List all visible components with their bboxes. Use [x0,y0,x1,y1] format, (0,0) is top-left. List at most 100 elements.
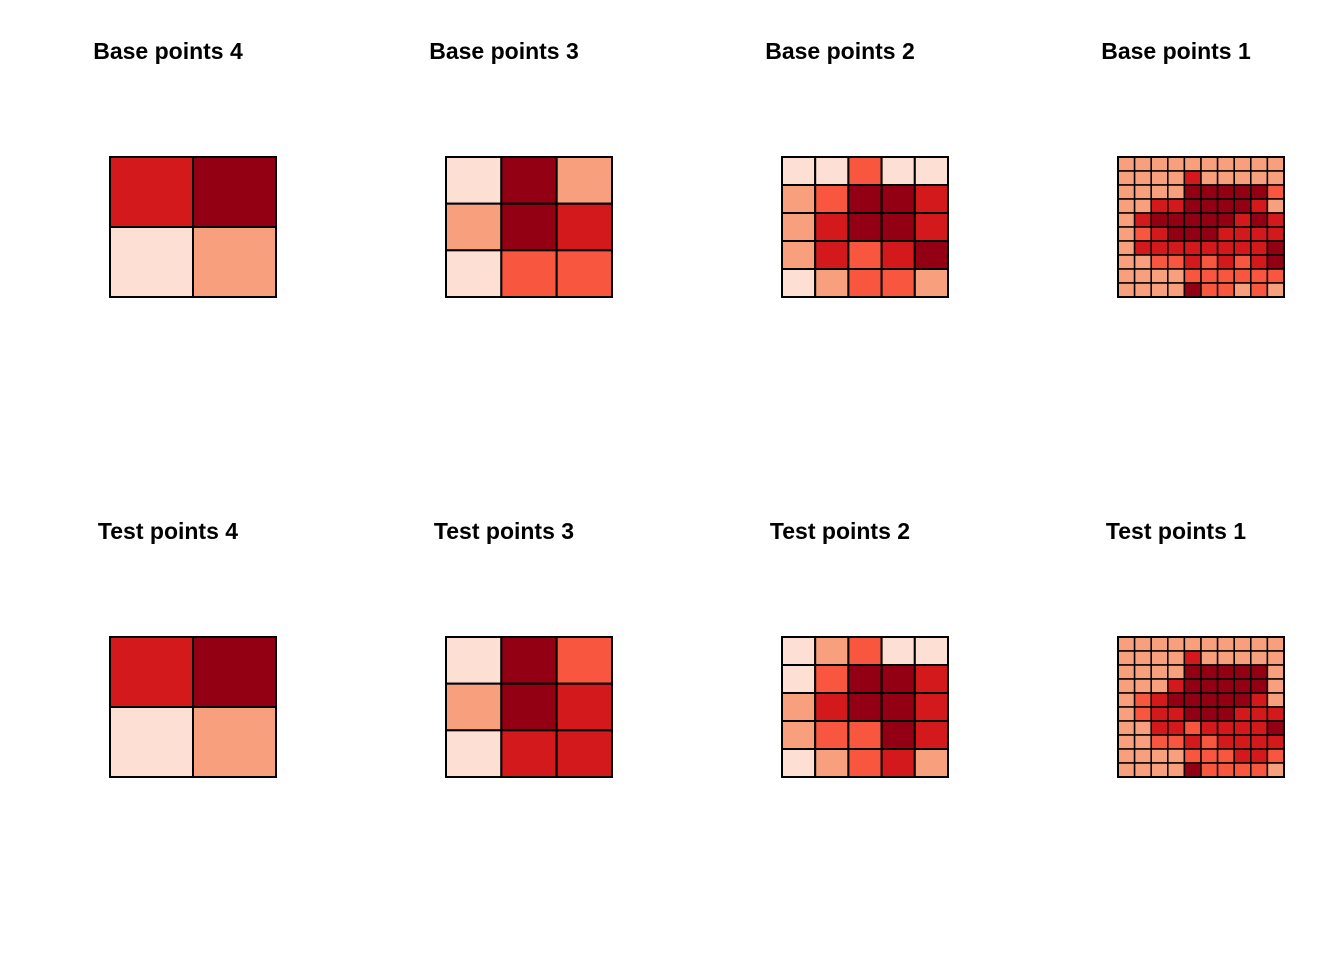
heatmap-cell [1117,198,1136,214]
heatmap-cell [847,240,883,270]
heatmap-cell [1250,664,1269,680]
heatmap-cell [1250,226,1269,242]
heatmap-cell [1150,706,1169,722]
heatmap-cell [1133,212,1152,228]
heatmap-cell [781,748,817,778]
heatmap-cell [109,226,194,298]
panel-title: Test points 2 [769,518,911,544]
heatmap-cell [1133,268,1152,284]
heatmap-cell [781,692,817,722]
heatmap-cell [847,184,883,214]
heatmap-cell [1200,240,1219,256]
heatmap-cell [1183,678,1202,694]
heatmap-cell [847,212,883,242]
heatmap-cell [1266,762,1285,778]
heatmap-cell [1266,184,1285,200]
heatmap-cell [1250,762,1269,778]
heatmap-cell [109,636,194,708]
heatmap-cell [1200,678,1219,694]
heatmap-cell [1233,240,1252,256]
heatmap-cell [1133,650,1152,666]
heatmap-cell [880,748,916,778]
heatmap-grid [445,636,614,778]
heatmap-cell [555,156,614,205]
heatmap-cell [913,692,950,722]
heatmap-cell [1183,254,1202,270]
heatmap-cell [1266,156,1285,172]
heatmap-cell [1250,156,1269,172]
heatmap-cell [1150,734,1169,750]
heatmap-cell [1167,720,1186,736]
heatmap-grid [1117,636,1285,778]
heatmap-cell [1117,226,1136,242]
heatmap-cell [1266,198,1285,214]
heatmap-cell [1216,720,1235,736]
heatmap-cell [1200,650,1219,666]
heatmap-cell [1250,212,1269,228]
heatmap-cell [1250,748,1269,764]
heatmap-cell [1216,198,1235,214]
panel-title: Test points 1 [1105,518,1247,544]
heatmap-cell [1150,254,1169,270]
heatmap-border [445,156,613,298]
heatmap-cell [1133,636,1152,652]
heatmap-cell [1117,748,1136,764]
heatmap-border [781,636,949,778]
heatmap-cell [1200,156,1219,172]
heatmap-panel: Test points 4 [0,480,336,960]
heatmap-cell [1250,720,1269,736]
heatmap-cell [1233,282,1252,298]
heatmap-cell [1250,170,1269,186]
heatmap-cell [1117,156,1136,172]
heatmap-cell [1233,664,1252,680]
heatmap-cell [1150,748,1169,764]
heatmap-cell [1200,184,1219,200]
heatmap-cell [1167,198,1186,214]
heatmap-cell [1233,156,1252,172]
heatmap-cell [1150,650,1169,666]
heatmap-cell [1167,706,1186,722]
heatmap-cell [1200,198,1219,214]
heatmap-cell [1250,268,1269,284]
heatmap-cell [814,692,850,722]
heatmap-cell [1250,240,1269,256]
heatmap-cell [1200,254,1219,270]
heatmap-cell [1117,762,1136,778]
heatmap-cell [1200,226,1219,242]
heatmap-cell [847,664,883,694]
heatmap-cell [880,268,916,298]
heatmap-cell [1250,254,1269,270]
heatmap-cell [1117,170,1136,186]
heatmap-border [1117,636,1285,778]
heatmap-cell [1233,184,1252,200]
heatmap-cell [1150,678,1169,694]
heatmap-cell [1233,268,1252,284]
heatmap-cell [192,636,277,708]
heatmap-cell [880,692,916,722]
heatmap-cell [1250,198,1269,214]
heatmap-panel: Base points 4 [0,0,336,480]
heatmap-cell [1216,678,1235,694]
heatmap-cell [913,748,950,778]
heatmap-cell [781,156,817,186]
heatmap-cell [1133,706,1152,722]
heatmap-cell [1183,156,1202,172]
heatmap-cell [1266,734,1285,750]
heatmap-cell [1117,184,1136,200]
heatmap-cell [814,636,850,666]
heatmap-cell [1200,734,1219,750]
heatmap-cell [1183,226,1202,242]
heatmap-cell [1266,692,1285,708]
heatmap-cell [1150,664,1169,680]
heatmap-cell [1216,156,1235,172]
heatmap-cell [1250,692,1269,708]
heatmap-cell [913,636,950,666]
heatmap-cell [913,664,950,694]
heatmap-cell [1233,650,1252,666]
heatmap-cell [913,156,950,186]
heatmap-cell [847,636,883,666]
panel-title: Test points 3 [433,518,575,544]
heatmap-cell [1233,748,1252,764]
heatmap-grid [781,636,950,778]
